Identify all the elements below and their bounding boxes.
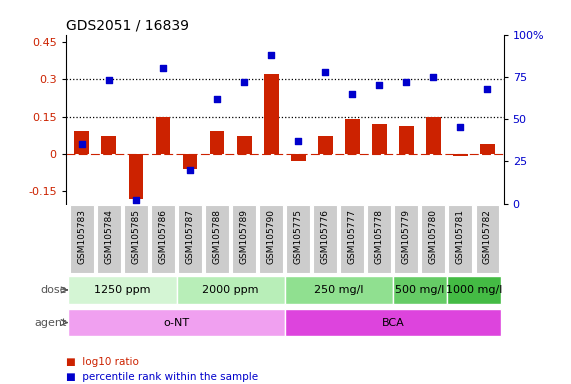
Bar [345, 119, 360, 154]
Bar [340, 205, 364, 273]
Point [293, 138, 303, 144]
Text: GDS2051 / 16839: GDS2051 / 16839 [66, 18, 188, 32]
Text: GSM105782: GSM105782 [483, 209, 492, 264]
Bar [476, 205, 499, 273]
Text: 1250 ppm: 1250 ppm [94, 285, 151, 295]
Point [104, 77, 114, 83]
Text: GSM105776: GSM105776 [321, 209, 329, 264]
Bar [285, 309, 501, 336]
Bar [69, 309, 285, 336]
Bar [232, 205, 256, 273]
Point [186, 167, 195, 173]
Point [402, 79, 411, 85]
Bar [286, 205, 310, 273]
Bar [313, 205, 337, 273]
Text: GSM105789: GSM105789 [240, 209, 248, 264]
Bar [128, 154, 143, 199]
Point [375, 82, 384, 88]
Text: BCA: BCA [381, 318, 404, 328]
Point [239, 79, 248, 85]
Text: GSM105783: GSM105783 [78, 209, 86, 264]
Text: 1000 mg/l: 1000 mg/l [446, 285, 502, 295]
Bar [426, 117, 441, 154]
Bar [176, 276, 285, 304]
Bar [395, 205, 418, 273]
Text: GSM105780: GSM105780 [429, 209, 438, 264]
Point [483, 86, 492, 92]
Text: o-NT: o-NT [163, 318, 190, 328]
Text: GSM105777: GSM105777 [348, 209, 357, 264]
Bar [236, 136, 252, 154]
Point [212, 96, 222, 102]
Bar [259, 205, 283, 273]
Text: 2000 ppm: 2000 ppm [202, 285, 259, 295]
Bar [210, 131, 224, 154]
Point [429, 74, 438, 80]
Bar [399, 126, 414, 154]
Bar [367, 205, 391, 273]
Text: agent: agent [35, 318, 67, 328]
Bar [183, 154, 198, 169]
Point [348, 91, 357, 97]
Text: GSM105785: GSM105785 [131, 209, 140, 264]
Bar [372, 124, 387, 154]
Bar [69, 276, 176, 304]
Text: GSM105775: GSM105775 [293, 209, 303, 264]
Text: ■  log10 ratio: ■ log10 ratio [66, 357, 139, 367]
Text: dose: dose [41, 285, 67, 295]
Text: 500 mg/l: 500 mg/l [395, 285, 444, 295]
Point [267, 52, 276, 58]
Text: GSM105787: GSM105787 [186, 209, 195, 264]
Bar [480, 144, 495, 154]
Bar [102, 136, 116, 154]
Bar [124, 205, 148, 273]
Bar [447, 276, 501, 304]
Bar [74, 131, 89, 154]
Bar [291, 154, 305, 161]
Point [158, 65, 167, 71]
Bar [151, 205, 175, 273]
Bar [97, 205, 121, 273]
Bar [317, 136, 333, 154]
Point [131, 197, 140, 203]
Bar [453, 154, 468, 156]
Bar [70, 205, 94, 273]
Point [456, 124, 465, 131]
Point [321, 69, 330, 75]
Bar [285, 276, 393, 304]
Text: GSM105786: GSM105786 [159, 209, 167, 264]
Bar [421, 205, 445, 273]
Text: 250 mg/l: 250 mg/l [314, 285, 364, 295]
Text: GSM105778: GSM105778 [375, 209, 384, 264]
Bar [393, 276, 447, 304]
Bar [205, 205, 229, 273]
Text: GSM105788: GSM105788 [212, 209, 222, 264]
Bar [448, 205, 472, 273]
Text: GSM105781: GSM105781 [456, 209, 465, 264]
Bar [264, 74, 279, 154]
Bar [178, 205, 202, 273]
Text: ■  percentile rank within the sample: ■ percentile rank within the sample [66, 372, 258, 382]
Text: GSM105790: GSM105790 [267, 209, 276, 264]
Text: GSM105779: GSM105779 [402, 209, 411, 264]
Bar [155, 117, 170, 154]
Point [77, 141, 86, 147]
Text: GSM105784: GSM105784 [104, 209, 114, 264]
